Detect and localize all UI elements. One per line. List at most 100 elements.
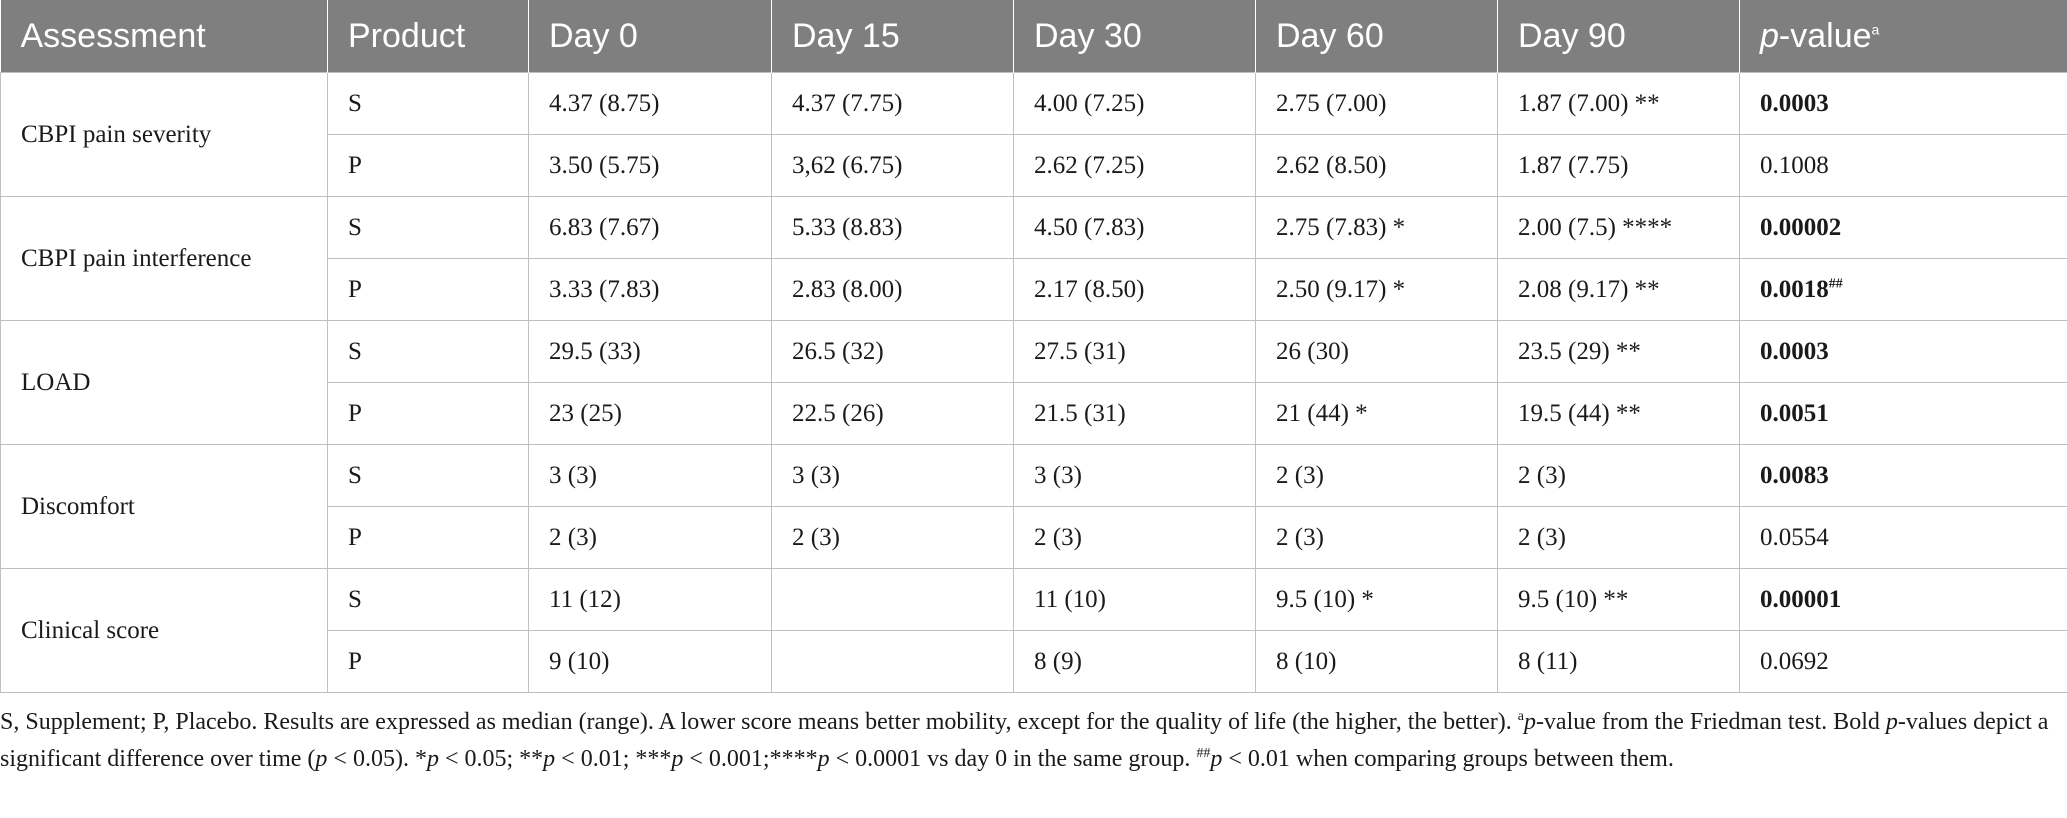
value-cell-day-0: 3 (3) — [528, 444, 772, 507]
table-row: Discomfort S 3 (3) 3 (3) 3 (3) 2 (3) 2 (3) 0.00… — [0, 444, 2067, 569]
product-cell: S — [327, 320, 529, 383]
value-cell-day-30: 21.5 (31) — [1013, 382, 1256, 445]
value-cell-day-60: 2 (3) — [1255, 444, 1498, 507]
results-table: Assessment Product Day 0 Day 15 Day 30 D… — [0, 0, 2067, 693]
p-value-cell: 0.0692 — [1739, 630, 2067, 693]
header-p-value-italic-p: p — [1760, 16, 1779, 55]
footnote-part: < 0.05). * — [327, 746, 427, 772]
footnote-part: < 0.01; *** — [555, 746, 672, 772]
footnote-text: S, Supplement; P, Placebo. Results are e… — [0, 704, 2050, 778]
value-cell-day-30: 2.62 (7.25) — [1013, 134, 1256, 197]
table-row: P 3.33 (7.83) 2.83 (8.00) 2.17 (8.50) 2.50 (… — [1, 258, 2067, 321]
p-value-text: 0.0003 — [1760, 89, 1829, 117]
value-cell-day-90: 1.87 (7.75) — [1497, 134, 1740, 197]
p-value-cell: 0.0003 — [1739, 72, 2067, 135]
value-cell-day-60: 21 (44) * — [1255, 382, 1498, 445]
footnote-italic-p: p — [543, 746, 556, 772]
value-cell-day-60: 26 (30) — [1255, 320, 1498, 383]
footnote-part: -values depict a significant difference … — [0, 709, 2049, 772]
value-cell-day-30: 11 (10) — [1013, 568, 1256, 631]
value-cell-day-0: 9 (10) — [528, 630, 772, 693]
value-cell-day-60: 2.62 (8.50) — [1255, 134, 1498, 197]
value-cell-day-60: 2 (3) — [1255, 506, 1498, 569]
footnote-part: -value from the Friedman test. Bold — [1535, 709, 1886, 735]
value-cell-day-0: 4.37 (8.75) — [528, 72, 772, 135]
value-cell-day-15: 2.83 (8.00) — [771, 258, 1014, 321]
p-value-text: 0.0083 — [1760, 461, 1829, 489]
footnote-italic-p: p — [817, 746, 830, 772]
value-cell-day-90: 2 (3) — [1497, 506, 1740, 569]
assessment-cell: CBPI pain severity — [0, 72, 328, 197]
value-cell-day-90: 19.5 (44) ** — [1497, 382, 1740, 445]
header-product: Product — [327, 0, 529, 73]
value-cell-day-15: 2 (3) — [771, 506, 1014, 569]
table-row: CBPI pain severity S 4.37 (8.75) 4.37 (7.75… — [0, 72, 2067, 197]
p-value-text: 0.0018 — [1760, 275, 1829, 303]
footnote-italic-p: p — [1210, 746, 1223, 772]
value-cell-day-60: 2.50 (9.17) * — [1255, 258, 1498, 321]
value-cell-day-15: 3,62 (6.75) — [771, 134, 1014, 197]
header-p-value-superscript: a — [1871, 21, 1880, 38]
table-row: CBPI pain interference S 6.83 (7.67) 5.33 (… — [0, 196, 2067, 321]
value-cell-day-15 — [771, 630, 1014, 693]
value-cell-day-15: 3 (3) — [771, 444, 1014, 507]
table-row: LOAD S 29.5 (33) 26.5 (32) 27.5 (31) 26 (30) 2… — [0, 320, 2067, 445]
p-value-cell: 0.0018## — [1739, 258, 2067, 321]
assessment-cell: Clinical score — [0, 568, 328, 693]
product-cell: P — [327, 134, 529, 197]
value-cell-day-0: 3.50 (5.75) — [528, 134, 772, 197]
value-cell-day-30: 4.00 (7.25) — [1013, 72, 1256, 135]
value-cell-day-15: 26.5 (32) — [771, 320, 1014, 383]
value-cell-day-30: 3 (3) — [1013, 444, 1256, 507]
header-row: Assessment Product Day 0 Day 15 Day 30 D… — [0, 0, 2067, 73]
value-cell-day-90: 2 (3) — [1497, 444, 1740, 507]
product-cell: S — [327, 196, 529, 259]
value-cell-day-60: 8 (10) — [1255, 630, 1498, 693]
footnote-part: < 0.05; ** — [438, 746, 544, 772]
table-header: Assessment Product Day 0 Day 15 Day 30 D… — [0, 0, 2067, 73]
value-cell-day-30: 2 (3) — [1013, 506, 1256, 569]
header-day-90: Day 90 — [1497, 0, 1740, 73]
table-body: CBPI pain severity S 4.37 (8.75) 4.37 (7.75… — [0, 72, 2067, 693]
assessment-cell: Discomfort — [0, 444, 328, 569]
p-value-text: 0.00002 — [1760, 213, 1842, 241]
value-cell-day-0: 6.83 (7.67) — [528, 196, 772, 259]
product-cell: P — [327, 258, 529, 321]
p-value-cell: 0.0051 — [1739, 382, 2067, 445]
value-cell-day-0: 23 (25) — [528, 382, 772, 445]
p-value-cell: 0.1008 — [1739, 134, 2067, 197]
table-row: Clinical score S 11 (12) 11 (10) 9.5 (10) * 9… — [0, 568, 2067, 693]
p-value-cell: 0.0083 — [1739, 444, 2067, 507]
product-cell: S — [327, 72, 529, 135]
footnote-italic-p: p — [315, 746, 328, 772]
product-cell: P — [327, 382, 529, 445]
footnote-part: < 0.001;**** — [683, 746, 818, 772]
footnote-part: < 0.0001 vs day 0 in the same group. — [829, 746, 1197, 772]
header-day-30: Day 30 — [1013, 0, 1256, 73]
value-cell-day-90: 8 (11) — [1497, 630, 1740, 693]
p-value-cell: 0.0554 — [1739, 506, 2067, 569]
footnote-sup-a: a — [1517, 709, 1524, 724]
header-assessment: Assessment — [0, 0, 328, 73]
value-cell-day-90: 2.08 (9.17) ** — [1497, 258, 1740, 321]
footnote-italic-p: p — [426, 746, 439, 772]
value-cell-day-60: 9.5 (10) * — [1255, 568, 1498, 631]
assessment-cell: LOAD — [0, 320, 328, 445]
value-cell-day-30: 27.5 (31) — [1013, 320, 1256, 383]
results-table-container: Assessment Product Day 0 Day 15 Day 30 D… — [0, 0, 2067, 693]
product-cell: P — [327, 506, 529, 569]
p-value-text: 0.1008 — [1760, 151, 1829, 179]
value-cell-day-15: 5.33 (8.83) — [771, 196, 1014, 259]
p-value-text: 0.0554 — [1760, 523, 1829, 551]
footnote-italic-p: p — [1885, 709, 1898, 735]
value-cell-day-90: 2.00 (7.5) **** — [1497, 196, 1740, 259]
value-cell-day-15 — [771, 568, 1014, 631]
value-cell-day-15: 4.37 (7.75) — [771, 72, 1014, 135]
product-cell: P — [327, 630, 529, 693]
p-value-text: 0.00001 — [1760, 585, 1842, 613]
p-value-text: 0.0692 — [1760, 647, 1829, 675]
p-value-cell: 0.00001 — [1739, 568, 2067, 631]
p-value-text: 0.0003 — [1760, 337, 1829, 365]
p-value-cell: 0.00002 — [1739, 196, 2067, 259]
